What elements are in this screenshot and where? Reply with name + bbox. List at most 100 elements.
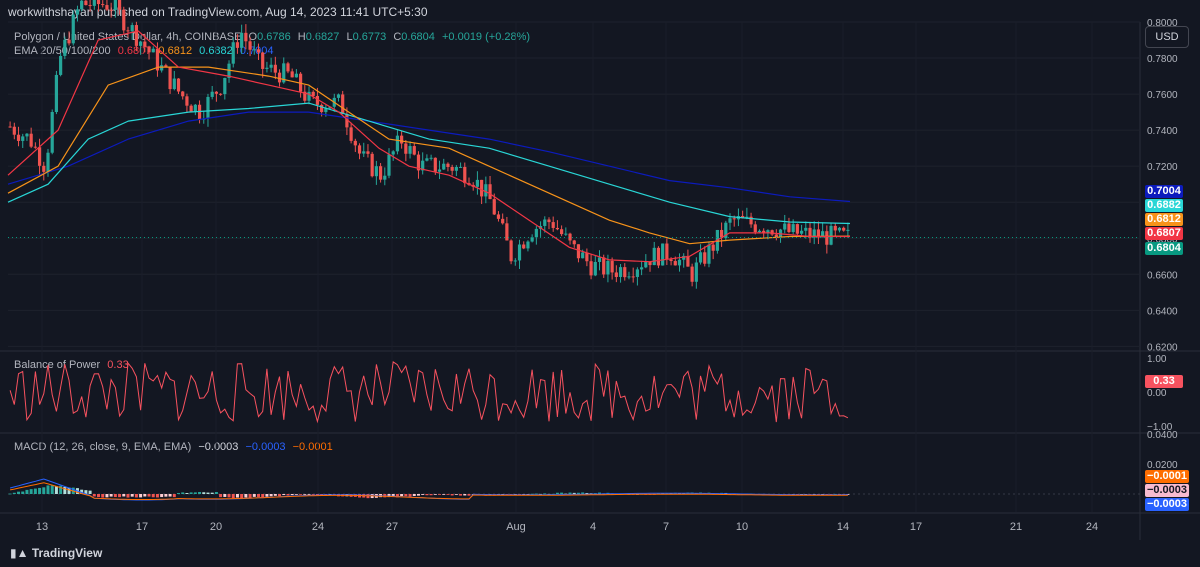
candle-body xyxy=(303,91,307,101)
candle-body xyxy=(526,241,530,249)
macd-histogram-bar xyxy=(181,492,185,494)
candle-body xyxy=(614,272,618,277)
macd-histogram-bar xyxy=(555,492,559,494)
candle-body xyxy=(168,67,172,90)
macd-histogram-bar xyxy=(101,494,105,498)
candle-body xyxy=(808,227,812,238)
ema50-value: 0.6812 xyxy=(158,45,193,57)
candle-body xyxy=(109,9,113,11)
macd-histogram-bar xyxy=(84,490,88,494)
candle-body xyxy=(648,261,652,266)
price-tag: 0.6812 xyxy=(1145,213,1183,226)
macd-tag: −0.0001 xyxy=(1145,470,1189,483)
candle-body xyxy=(54,74,59,112)
macd-histogram-bar xyxy=(572,492,576,494)
macd-histogram-bar xyxy=(261,494,265,498)
macd-histogram-bar xyxy=(598,492,602,494)
candle-body xyxy=(846,229,850,231)
macd-histogram-bar xyxy=(126,494,130,498)
price-tick-label: 0.6200 xyxy=(1147,342,1178,353)
macd-histogram-bar xyxy=(130,494,134,497)
ema20-value: 0.6807 xyxy=(117,45,152,57)
macd-signal-value: −0.0001 xyxy=(292,441,333,453)
candle-body xyxy=(543,219,547,226)
macd-histogram-bar xyxy=(172,494,176,498)
candle-body xyxy=(783,223,787,230)
candle-body xyxy=(707,244,711,264)
candle-body xyxy=(117,0,122,10)
candle-body xyxy=(8,126,12,128)
macd-histogram-bar xyxy=(282,494,286,496)
candle-body xyxy=(357,145,362,154)
macd-histogram-bar xyxy=(177,493,181,494)
macd-histogram-bar xyxy=(198,491,202,494)
candle-body xyxy=(732,218,736,220)
macd-histogram-bar xyxy=(202,492,206,494)
candle-body xyxy=(269,64,273,68)
price-tag: 0.6804 xyxy=(1145,242,1183,255)
tradingview-logo[interactable]: ▮▲ TradingView xyxy=(10,546,102,560)
candle-body xyxy=(105,5,109,10)
macd-histogram-bar xyxy=(143,494,147,497)
macd-histogram-bar xyxy=(459,494,463,496)
candle-body xyxy=(606,260,610,275)
currency-button[interactable]: USD xyxy=(1145,26,1189,48)
candle-body xyxy=(240,32,244,48)
candle-body xyxy=(324,108,328,113)
macd-histogram-bar xyxy=(429,494,433,496)
macd-histogram-bar xyxy=(391,494,395,497)
candle-body xyxy=(652,247,656,266)
ohlc-change: +0.0019 (+0.28%) xyxy=(441,31,531,43)
macd-histogram-bar xyxy=(113,494,117,498)
candle-body xyxy=(345,113,349,128)
candle-body xyxy=(825,231,829,245)
macd-histogram-bar xyxy=(97,494,101,498)
candle-body xyxy=(383,175,387,180)
macd-histogram-bar xyxy=(193,492,197,494)
macd-tag: −0.0003 xyxy=(1145,484,1189,497)
candle-body xyxy=(593,261,597,276)
candle-body xyxy=(277,72,282,83)
candle-body xyxy=(172,78,176,90)
candle-body xyxy=(724,222,728,239)
candle-body xyxy=(353,140,357,146)
macd-histogram-bar xyxy=(160,494,164,498)
macd-histogram-bar xyxy=(248,494,252,498)
candle-body xyxy=(147,46,151,53)
macd-histogram-bar xyxy=(80,489,84,494)
macd-histogram-bar xyxy=(12,492,16,494)
candle-body xyxy=(589,261,593,276)
candle-body xyxy=(480,179,484,197)
candle-body xyxy=(307,91,311,101)
macd-histogram-bar xyxy=(210,492,214,494)
publisher-caption: workwithshayan published on TradingView.… xyxy=(8,5,428,19)
macd-histogram-bar xyxy=(139,494,143,498)
macd-line-value: −0.0003 xyxy=(245,441,286,453)
macd-label: MACD (12, 26, close, 9, EMA, EMA) xyxy=(14,441,192,453)
candle-body xyxy=(703,252,707,264)
candle-body xyxy=(804,227,808,231)
candle-body xyxy=(463,166,467,184)
candle-body xyxy=(315,95,320,105)
footer: ▮▲ TradingView xyxy=(0,540,1200,567)
candle-body xyxy=(488,184,492,200)
candle-body xyxy=(610,260,614,273)
macd-histogram-bar xyxy=(235,494,239,498)
ema50-line xyxy=(7,66,851,245)
candle-body xyxy=(728,218,732,223)
macd-histogram-bar xyxy=(412,494,416,496)
macd-histogram-bar xyxy=(8,493,12,495)
macd-histogram-bar xyxy=(46,485,50,494)
candle-body xyxy=(328,106,332,109)
brand-text: TradingView xyxy=(31,546,103,560)
date-tick-label: 20 xyxy=(210,521,222,533)
candle-body xyxy=(25,133,29,137)
candle-body xyxy=(223,77,227,95)
date-tick-label: 17 xyxy=(136,521,148,533)
tv-logo-icon: ▮▲ xyxy=(10,546,29,560)
candle-body xyxy=(197,104,202,120)
price-tag: 0.6882 xyxy=(1145,199,1183,212)
candle-body xyxy=(378,166,383,180)
macd-histogram-bar xyxy=(50,485,54,494)
